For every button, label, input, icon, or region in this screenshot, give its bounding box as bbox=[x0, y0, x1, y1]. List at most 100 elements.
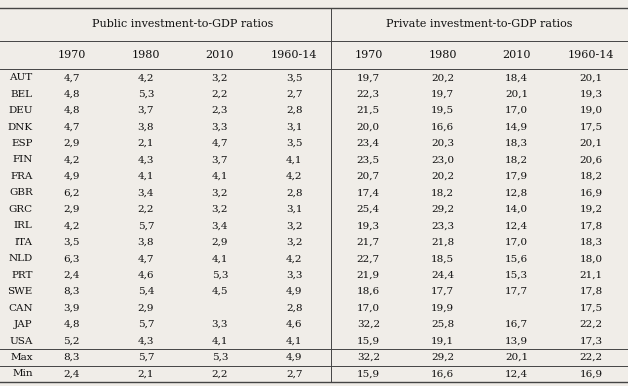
Text: 2,1: 2,1 bbox=[138, 369, 154, 378]
Text: 2,2: 2,2 bbox=[138, 205, 154, 214]
Text: 19,0: 19,0 bbox=[580, 106, 602, 115]
Text: 25,4: 25,4 bbox=[357, 205, 380, 214]
Text: 4,8: 4,8 bbox=[63, 90, 80, 99]
Text: IRL: IRL bbox=[14, 221, 33, 230]
Text: 3,2: 3,2 bbox=[212, 73, 228, 82]
Text: 5,7: 5,7 bbox=[138, 221, 154, 230]
Text: 18,4: 18,4 bbox=[505, 73, 528, 82]
Text: 18,2: 18,2 bbox=[431, 188, 454, 197]
Text: 2,3: 2,3 bbox=[212, 106, 228, 115]
Text: 4,2: 4,2 bbox=[286, 254, 303, 263]
Text: 5,3: 5,3 bbox=[212, 271, 228, 280]
Text: 18,2: 18,2 bbox=[505, 156, 528, 164]
Text: AUT: AUT bbox=[9, 73, 33, 82]
Text: 4,9: 4,9 bbox=[63, 172, 80, 181]
Text: 2,4: 2,4 bbox=[63, 369, 80, 378]
Text: 2,7: 2,7 bbox=[286, 369, 303, 378]
Text: 6,3: 6,3 bbox=[63, 254, 80, 263]
Text: 20,1: 20,1 bbox=[580, 139, 602, 148]
Text: 16,7: 16,7 bbox=[505, 320, 528, 329]
Text: 4,2: 4,2 bbox=[63, 221, 80, 230]
Text: 4,1: 4,1 bbox=[138, 172, 154, 181]
Text: 1970: 1970 bbox=[354, 50, 382, 60]
Text: 20,1: 20,1 bbox=[580, 73, 602, 82]
Text: 22,3: 22,3 bbox=[357, 90, 380, 99]
Text: 3,7: 3,7 bbox=[212, 156, 228, 164]
Text: 15,9: 15,9 bbox=[357, 337, 380, 345]
Text: 5,7: 5,7 bbox=[138, 353, 154, 362]
Text: ESP: ESP bbox=[11, 139, 33, 148]
Text: 16,6: 16,6 bbox=[431, 123, 454, 132]
Text: NLD: NLD bbox=[8, 254, 33, 263]
Text: 32,2: 32,2 bbox=[357, 320, 380, 329]
Text: 5,7: 5,7 bbox=[138, 320, 154, 329]
Text: 17,5: 17,5 bbox=[580, 303, 602, 313]
Text: 20,7: 20,7 bbox=[357, 172, 380, 181]
Text: 14,9: 14,9 bbox=[505, 123, 528, 132]
Text: 20,6: 20,6 bbox=[580, 156, 602, 164]
Text: 4,7: 4,7 bbox=[138, 254, 154, 263]
Text: 19,1: 19,1 bbox=[431, 337, 454, 345]
Text: 18,3: 18,3 bbox=[580, 238, 602, 247]
Text: 2,8: 2,8 bbox=[286, 303, 303, 313]
Text: Min: Min bbox=[12, 369, 33, 378]
Text: CAN: CAN bbox=[8, 303, 33, 313]
Text: 18,3: 18,3 bbox=[505, 139, 528, 148]
Text: 4,1: 4,1 bbox=[212, 172, 228, 181]
Text: 18,2: 18,2 bbox=[580, 172, 602, 181]
Text: 3,5: 3,5 bbox=[63, 238, 80, 247]
Text: 5,3: 5,3 bbox=[138, 90, 154, 99]
Text: 20,2: 20,2 bbox=[431, 172, 454, 181]
Text: 2,9: 2,9 bbox=[138, 303, 154, 313]
Text: 2,9: 2,9 bbox=[63, 139, 80, 148]
Text: FIN: FIN bbox=[13, 156, 33, 164]
Text: 3,7: 3,7 bbox=[138, 106, 154, 115]
Text: 6,2: 6,2 bbox=[63, 188, 80, 197]
Text: 18,0: 18,0 bbox=[580, 254, 602, 263]
Text: 4,5: 4,5 bbox=[212, 287, 228, 296]
Text: FRA: FRA bbox=[10, 172, 33, 181]
Text: 23,0: 23,0 bbox=[431, 156, 454, 164]
Text: 17,8: 17,8 bbox=[580, 221, 602, 230]
Text: 3,4: 3,4 bbox=[138, 188, 154, 197]
Text: 3,8: 3,8 bbox=[138, 123, 154, 132]
Text: JAP: JAP bbox=[14, 320, 33, 329]
Text: BEL: BEL bbox=[11, 90, 33, 99]
Text: 1970: 1970 bbox=[57, 50, 86, 60]
Text: 19,3: 19,3 bbox=[580, 90, 602, 99]
Text: 29,2: 29,2 bbox=[431, 205, 454, 214]
Text: 18,6: 18,6 bbox=[357, 287, 380, 296]
Text: 19,7: 19,7 bbox=[357, 73, 380, 82]
Text: 15,9: 15,9 bbox=[357, 369, 380, 378]
Text: 17,8: 17,8 bbox=[580, 287, 602, 296]
Text: 3,2: 3,2 bbox=[212, 205, 228, 214]
Text: 16,9: 16,9 bbox=[580, 369, 602, 378]
Text: 1980: 1980 bbox=[428, 50, 457, 60]
Text: DEU: DEU bbox=[8, 106, 33, 115]
Text: 23,4: 23,4 bbox=[357, 139, 380, 148]
Text: 2,8: 2,8 bbox=[286, 106, 303, 115]
Text: 20,1: 20,1 bbox=[505, 90, 528, 99]
Text: 4,1: 4,1 bbox=[212, 254, 228, 263]
Text: 17,3: 17,3 bbox=[580, 337, 602, 345]
Text: 23,3: 23,3 bbox=[431, 221, 454, 230]
Text: 16,6: 16,6 bbox=[431, 369, 454, 378]
Text: 3,1: 3,1 bbox=[286, 205, 303, 214]
Text: 24,4: 24,4 bbox=[431, 271, 454, 280]
Text: 3,2: 3,2 bbox=[286, 238, 303, 247]
Text: 20,1: 20,1 bbox=[505, 353, 528, 362]
Text: 2,8: 2,8 bbox=[286, 188, 303, 197]
Text: 3,5: 3,5 bbox=[286, 139, 303, 148]
Text: 21,1: 21,1 bbox=[580, 271, 602, 280]
Text: 15,6: 15,6 bbox=[505, 254, 528, 263]
Text: GRC: GRC bbox=[9, 205, 33, 214]
Text: 8,3: 8,3 bbox=[63, 287, 80, 296]
Text: 18,5: 18,5 bbox=[431, 254, 454, 263]
Text: 12,4: 12,4 bbox=[505, 221, 528, 230]
Text: Private investment-to-GDP ratios: Private investment-to-GDP ratios bbox=[386, 19, 573, 29]
Text: 8,3: 8,3 bbox=[63, 353, 80, 362]
Text: 22,7: 22,7 bbox=[357, 254, 380, 263]
Text: GBR: GBR bbox=[9, 188, 33, 197]
Text: 16,9: 16,9 bbox=[580, 188, 602, 197]
Text: 2,9: 2,9 bbox=[212, 238, 228, 247]
